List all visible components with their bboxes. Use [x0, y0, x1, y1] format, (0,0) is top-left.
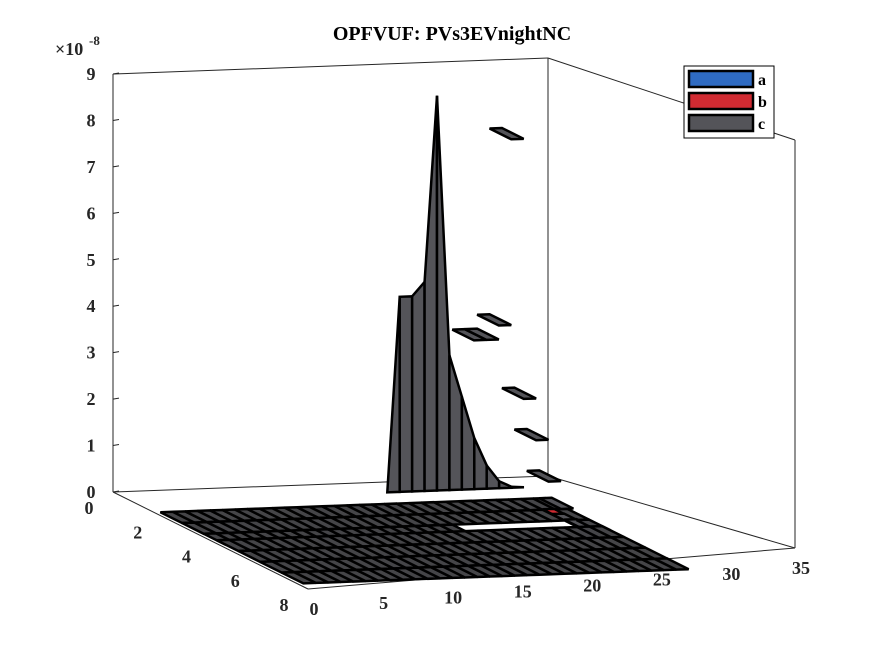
bar-c-surface [510, 485, 525, 490]
y-tick-label: 6 [231, 571, 240, 591]
bar-surfaces [159, 95, 690, 585]
z-tick-label: 6 [87, 203, 96, 223]
z-tick-label: 7 [87, 157, 96, 177]
legend-swatch-a [687, 69, 755, 89]
legend-swatch-c [687, 113, 755, 133]
bar-c-surface [497, 479, 513, 490]
legend-label-a: a [758, 72, 766, 89]
bar-c-surface [473, 437, 488, 491]
z-tick [112, 397, 120, 400]
z-exponent-power: -8 [89, 33, 100, 48]
z-tick [112, 304, 120, 307]
z-tick-label: 3 [87, 343, 96, 363]
box-edge [112, 57, 549, 75]
z-tick-label: 4 [87, 296, 96, 316]
legend-label-b: b [758, 94, 767, 111]
z-tick [112, 351, 120, 354]
bar-c-surface [460, 396, 476, 491]
legend-swatch-b [687, 91, 755, 111]
bar-c-surface [423, 95, 439, 493]
bar-c-surface [448, 354, 464, 492]
z-tick [112, 490, 120, 493]
bar-c [476, 313, 512, 327]
y-tick-label: 2 [133, 522, 142, 542]
x-tick-label: 10 [444, 587, 462, 607]
bar-c [501, 386, 537, 401]
legend: abc [683, 65, 775, 139]
axis-ticks: 0 1 2 3 4 5 6 7 8 9 0 5 10 15 20 25 30 35 0 2 4 6 8 [85, 64, 811, 619]
bar-c-surface [385, 296, 401, 494]
y-axis-line [112, 491, 309, 590]
x-tick-label: 0 [310, 599, 319, 619]
bar-c-surface [435, 95, 451, 492]
z-tick [112, 118, 120, 121]
z-exponent-label: ×10 [55, 39, 83, 59]
z-tick-label: 0 [87, 482, 96, 502]
bar-c [538, 496, 574, 511]
box-edge [547, 475, 796, 549]
z-tick [112, 211, 120, 214]
y-tick-label: 8 [280, 595, 289, 615]
z-tick-label: 8 [87, 110, 96, 130]
z-tick [112, 258, 120, 261]
floor-cell [654, 557, 690, 571]
z-tick [112, 72, 120, 75]
z-tick-label: 2 [87, 389, 96, 409]
y-tick-label: 4 [182, 547, 191, 567]
x-tick-label: 25 [653, 570, 671, 590]
chart-title: OPFVUF: PVs3EVnightNC [333, 23, 571, 45]
x-tick-label: 5 [379, 593, 388, 613]
z-tick-label: 5 [87, 250, 96, 270]
z-tick-label: 1 [87, 436, 96, 456]
x-tick-label: 15 [514, 581, 532, 601]
bar-c-surface [410, 278, 426, 493]
bar-c-surface [485, 461, 501, 490]
bar-c [489, 126, 525, 141]
y-tick-label: 0 [85, 498, 94, 518]
bar-c-surface [398, 295, 414, 494]
z-tick [112, 444, 120, 447]
x-tick-label: 20 [583, 576, 601, 596]
z-tick-label: 9 [87, 64, 96, 84]
x-tick-label: 30 [722, 564, 740, 584]
bar-c [464, 327, 500, 342]
z-tick [112, 165, 120, 168]
bar-c [513, 427, 550, 442]
x-tick-label: 35 [792, 558, 810, 578]
legend-label-c: c [758, 116, 765, 133]
bar-c [526, 469, 562, 483]
